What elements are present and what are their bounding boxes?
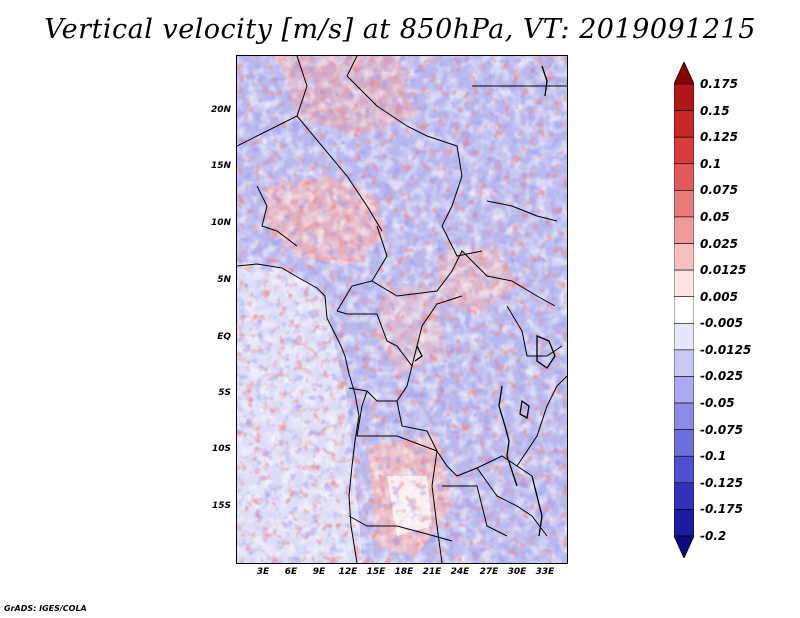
lon-label-9E: 9E <box>312 567 326 577</box>
colorbar-label: 0.005 <box>700 289 738 304</box>
colorbar-label: 0.125 <box>700 130 738 145</box>
lon-label-27E: 27E <box>479 567 499 577</box>
lat-label-15N: 15N <box>210 161 231 171</box>
colorbar-label: -0.075 <box>700 422 743 437</box>
colorbar-segment <box>674 83 694 111</box>
map-title: Vertical velocity [m/s] at 850hPa, VT: 2… <box>44 14 756 45</box>
lon-label-24E: 24E <box>450 567 470 577</box>
lon-label-15E: 15E <box>366 567 386 577</box>
colorbar-label: 0.05 <box>700 209 730 224</box>
colorbar-segment <box>674 429 694 457</box>
colorbar <box>674 62 694 558</box>
lat-label-20N: 20N <box>210 105 231 115</box>
colorbar-segment <box>674 376 694 404</box>
colorbar-top-triangle <box>674 62 694 85</box>
colorbar-segment <box>674 482 694 510</box>
colorbar-label: -0.1 <box>700 449 727 464</box>
lat-label-5N: 5N <box>217 275 231 285</box>
lon-label-21E: 21E <box>422 567 442 577</box>
colorbar-segment <box>674 216 694 244</box>
lon-label-18E: 18E <box>394 567 414 577</box>
colorbar-segment <box>674 243 694 271</box>
colorbar-label: -0.125 <box>700 475 743 490</box>
colorbar-segment <box>674 509 694 537</box>
colorbar-segment <box>674 349 694 377</box>
colorbar-bottom-triangle <box>674 535 694 558</box>
colorbar-label: -0.2 <box>700 529 727 543</box>
colorbar-label: 0.15 <box>700 103 730 118</box>
colorbar-segment <box>674 296 694 324</box>
lat-label-EQ: EQ <box>217 332 231 342</box>
colorbar-segment <box>674 110 694 138</box>
colorbar-label: 0.1 <box>700 156 722 171</box>
colorbar-label: -0.05 <box>700 396 735 411</box>
colorbar-label: -0.175 <box>700 502 743 517</box>
vertical-velocity-field <box>237 56 567 563</box>
colorbar-segment <box>674 190 694 218</box>
colorbar-label: -0.025 <box>700 369 743 384</box>
lon-label-3E: 3E <box>256 567 270 577</box>
colorbar-label: 0.0125 <box>700 263 747 278</box>
colorbar-label: -0.005 <box>700 316 743 331</box>
lon-label-12E: 12E <box>338 567 358 577</box>
lon-label-6E: 6E <box>284 567 298 577</box>
colorbar-segment <box>674 455 694 484</box>
grads-credit: GrADS: IGES/COLA <box>4 604 87 613</box>
lon-label-33E: 33E <box>535 567 555 577</box>
lat-label-5S: 5S <box>218 388 231 398</box>
colorbar-label: 0.175 <box>700 77 738 91</box>
map-panel <box>236 55 568 564</box>
colorbar-segment <box>674 136 694 165</box>
colorbar-segment <box>674 269 694 298</box>
colorbar-label: 0.075 <box>700 183 738 198</box>
lon-label-30E: 30E <box>507 567 527 577</box>
colorbar-segment <box>674 402 694 430</box>
lat-label-10S: 10S <box>211 444 231 454</box>
colorbar-segment <box>674 163 694 191</box>
colorbar-label: 0.025 <box>700 236 738 251</box>
colorbar-label: -0.0125 <box>700 342 752 357</box>
colorbar-segment <box>674 322 694 351</box>
lat-label-15S: 15S <box>211 501 231 511</box>
lat-label-10N: 10N <box>210 218 231 228</box>
